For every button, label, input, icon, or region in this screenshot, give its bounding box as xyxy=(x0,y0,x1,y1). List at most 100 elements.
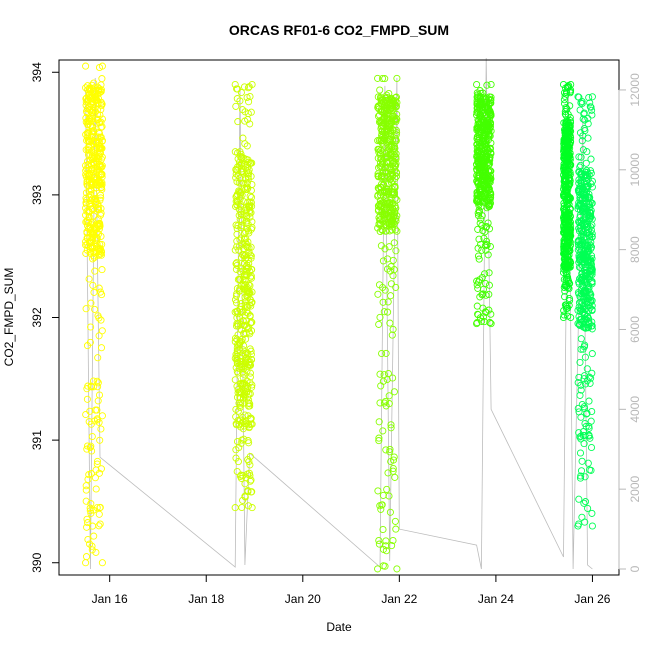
data-point xyxy=(378,74,387,83)
secondary-series-line xyxy=(85,57,593,570)
data-point xyxy=(392,159,400,168)
data-point xyxy=(487,96,495,104)
data-point xyxy=(474,195,482,203)
data-point xyxy=(386,319,394,327)
data-point xyxy=(560,311,568,319)
secondary-y-tick-label: 8000 xyxy=(628,236,642,263)
data-point xyxy=(246,379,254,387)
data-point xyxy=(82,200,90,208)
data-point xyxy=(574,202,582,210)
data-point xyxy=(233,437,242,446)
data-point xyxy=(98,327,106,335)
data-point xyxy=(481,132,489,140)
data-point xyxy=(380,172,388,180)
data-point xyxy=(559,80,568,89)
data-point xyxy=(91,406,100,414)
data-point xyxy=(390,190,398,199)
data-point xyxy=(473,320,481,328)
y-tick-label: 394 xyxy=(30,62,44,82)
data-point xyxy=(238,326,246,334)
data-point xyxy=(582,422,590,430)
data-point xyxy=(385,392,393,400)
data-point xyxy=(563,269,571,277)
data-point xyxy=(242,155,250,163)
data-point xyxy=(243,142,251,150)
data-point xyxy=(583,182,591,190)
data-point xyxy=(248,80,256,89)
data-point xyxy=(483,159,492,167)
data-point xyxy=(98,559,106,567)
data-point xyxy=(564,245,572,253)
data-point xyxy=(561,131,569,140)
data-point xyxy=(94,137,103,145)
data-point xyxy=(378,108,386,116)
data-point xyxy=(473,135,481,143)
data-point xyxy=(384,187,393,195)
data-point xyxy=(242,317,251,325)
data-point xyxy=(575,168,583,176)
data-point xyxy=(89,137,97,145)
data-point xyxy=(98,75,106,83)
data-point xyxy=(232,421,241,429)
data-point xyxy=(561,258,570,266)
data-point xyxy=(480,165,488,173)
data-point xyxy=(482,308,490,316)
data-point xyxy=(375,437,383,445)
data-point xyxy=(88,447,96,455)
data-point xyxy=(235,346,243,354)
data-point xyxy=(485,281,493,289)
data-point xyxy=(88,432,96,441)
data-point xyxy=(233,225,241,233)
data-point xyxy=(486,319,494,327)
data-point xyxy=(93,235,101,243)
data-point xyxy=(475,206,483,214)
data-point xyxy=(89,281,97,289)
data-point xyxy=(583,377,591,385)
data-point xyxy=(385,243,393,251)
data-point xyxy=(588,407,596,416)
data-point xyxy=(85,166,93,174)
data-point xyxy=(374,170,382,178)
data-point xyxy=(232,174,240,182)
data-point xyxy=(587,226,595,234)
data-point xyxy=(98,291,106,299)
data-point xyxy=(246,360,254,368)
data-point xyxy=(476,171,484,179)
data-point xyxy=(237,471,245,479)
data-point xyxy=(91,173,100,181)
data-point xyxy=(82,211,90,219)
data-point xyxy=(487,167,495,175)
data-point xyxy=(383,97,391,105)
data-point xyxy=(485,269,493,277)
data-point xyxy=(578,457,586,465)
data-point xyxy=(580,499,588,507)
data-point xyxy=(237,234,245,242)
data-point xyxy=(581,473,589,481)
data-point xyxy=(232,260,240,268)
data-point xyxy=(243,290,251,298)
data-point xyxy=(83,445,91,453)
data-point xyxy=(390,453,398,461)
data-point xyxy=(576,186,584,194)
data-point xyxy=(382,542,390,550)
data-point xyxy=(233,335,241,343)
data-point xyxy=(566,113,574,122)
data-point xyxy=(566,156,574,164)
data-point xyxy=(240,389,249,397)
data-point xyxy=(474,209,482,217)
data-point xyxy=(375,220,383,229)
data-point xyxy=(241,301,249,309)
flight-rf04 xyxy=(473,80,495,328)
data-point xyxy=(243,167,251,175)
data-point xyxy=(242,164,250,172)
data-point xyxy=(239,399,247,408)
data-point xyxy=(231,80,239,89)
data-point xyxy=(82,189,90,197)
data-point xyxy=(581,353,589,361)
plot-area xyxy=(82,57,596,573)
data-point xyxy=(375,320,383,328)
data-point xyxy=(583,365,591,373)
data-point xyxy=(563,201,571,209)
data-point xyxy=(560,147,568,155)
data-point xyxy=(82,305,90,313)
